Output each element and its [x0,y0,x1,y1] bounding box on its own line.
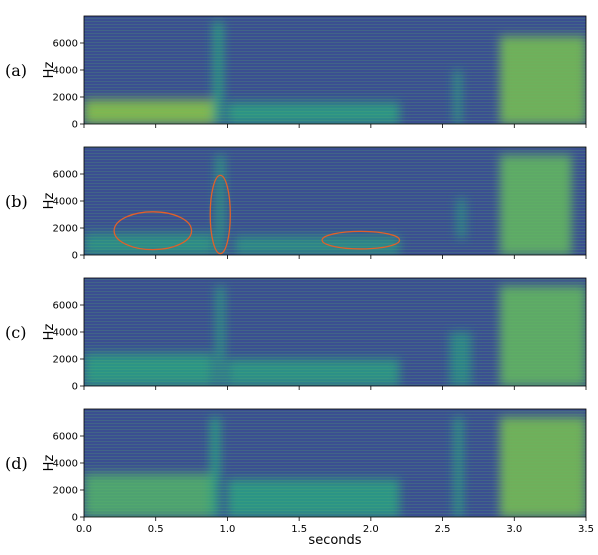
x-tick-label: 2.5 [435,524,451,535]
panel-1: 0 2000 4000 6000 Hz (a) [5,15,587,131]
y-axis-label: Hz [42,193,57,210]
annotation-ellipse [209,174,231,255]
y-axis-label: Hz [42,324,57,341]
panel-label: (d) [5,454,28,473]
y-tick-label: 4000 [53,459,78,470]
y-tick-label: 4000 [53,328,78,339]
energy-layer [84,147,586,255]
panel-4: 0 2000 4000 6000 Hz (d) [5,408,587,524]
y-tick-label: 2000 [53,486,78,497]
energy-layer [84,278,586,386]
annotation-ellipse [113,211,193,251]
x-tick-label: 2.0 [363,524,379,535]
y-tick-label: 6000 [53,432,78,443]
y-tick-label: 2000 [53,224,78,235]
y-tick-label: 4000 [53,66,78,77]
y-tick-label: 0 [72,382,78,393]
panel-2: 0 2000 4000 6000 Hz (b) [5,146,587,262]
y-tick-label: 0 [72,120,78,131]
y-tick-label: 6000 [53,301,78,312]
harmonic-texture [84,147,586,255]
x-tick-label: 3.5 [578,524,594,535]
x-axis: 0.0 0.5 1.0 1.5 2.0 2.5 3.0 3.5 [76,524,594,535]
y-tick-label: 6000 [53,170,78,181]
x-axis-label: seconds [308,533,361,548]
x-tick-label: 1.0 [219,524,235,535]
annotation-ellipse [321,230,401,250]
harmonic-texture [84,278,586,386]
y-tick-label: 0 [72,251,78,262]
x-tick-label: 3.0 [506,524,522,535]
harmonic-texture [84,16,586,124]
y-tick-label: 0 [72,513,78,524]
y-tick-label: 2000 [53,93,78,104]
x-tick-label: 1.5 [291,524,307,535]
energy-layer [84,409,586,517]
y-axis-label: Hz [42,455,57,472]
y-tick-label: 2000 [53,355,78,366]
panel-label: (c) [5,323,26,342]
panel-label: (b) [5,192,28,211]
harmonic-texture [84,409,586,517]
panels-layer: 0 2000 4000 6000 Hz (a) 0 2000 4000 6000 Hz (b) 0 200… [5,15,587,524]
panel-label: (a) [5,61,27,80]
y-tick-label: 4000 [53,197,78,208]
energy-layer [84,16,586,124]
y-axis-label: Hz [42,62,57,79]
panel-3: 0 2000 4000 6000 Hz (c) [5,277,587,393]
x-tick-label: 0.0 [76,524,92,535]
y-tick-label: 6000 [53,39,78,50]
x-tick-label: 0.5 [148,524,164,535]
